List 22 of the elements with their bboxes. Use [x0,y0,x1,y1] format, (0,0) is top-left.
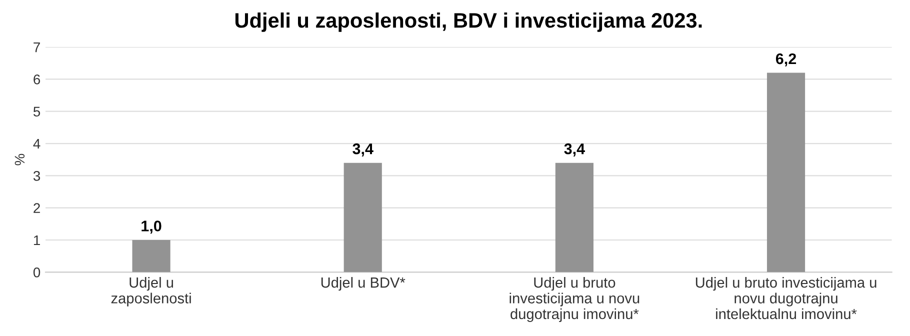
data-label: 6,2 [776,53,796,66]
y-tick-label: 1 [34,235,40,246]
bar [555,162,594,272]
data-label: 3,4 [564,143,585,156]
bar [344,162,382,272]
chart-title: Udjeli u zaposlenosti, BDV i investicijama 2023. [235,12,702,32]
y-tick-label: 5 [33,106,40,117]
y-tick-label: 0 [33,267,40,278]
bar [132,240,170,272]
x-tick-label: Udjel u zaposlenosti [111,277,191,306]
y-tick-label: 6 [34,74,40,84]
x-tick-label: Udjel u BDV* [321,277,406,291]
x-tick-label: Udjel u bruto investicijama u novu dugotrajnu imovinu* [510,277,640,322]
y-tick-label: 3 [33,171,40,181]
y-axis-title: % [14,154,25,166]
data-label: 3,4 [352,143,374,156]
y-tick-label: 2 [34,203,40,213]
y-tick-label: 7 [34,42,40,52]
y-tick-label: 4 [33,138,40,149]
x-tick-label: Udjel u bruto investicijama u novu dugotrajnu intelektualnu imovinu* [696,277,876,320]
data-label: 1,0 [142,220,162,234]
bar [766,72,806,272]
